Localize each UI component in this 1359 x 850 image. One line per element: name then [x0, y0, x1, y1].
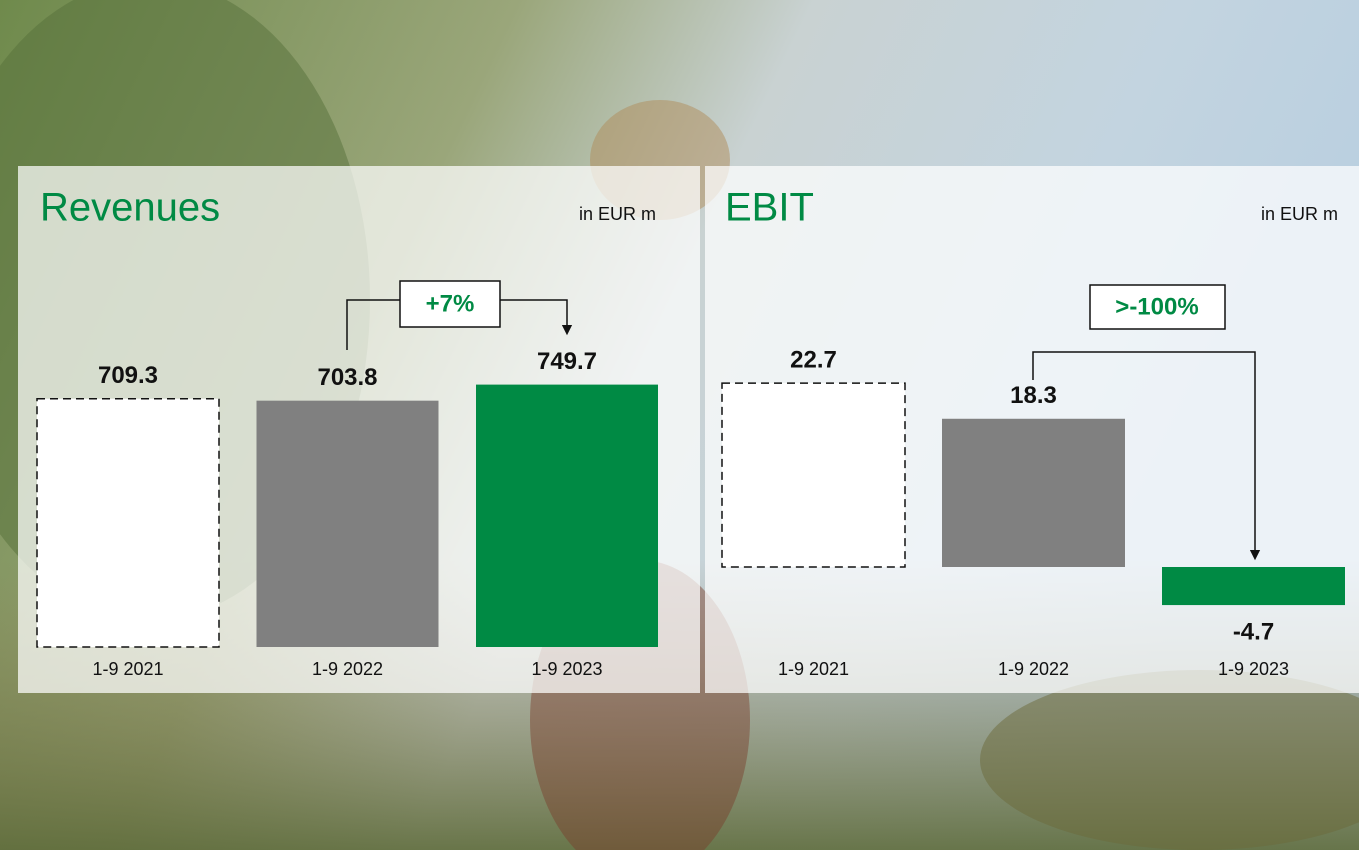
unit-label: in EUR m	[1261, 204, 1338, 224]
annotation: +7%	[426, 290, 475, 317]
annotation: >-100%	[1115, 293, 1198, 320]
bar	[1162, 567, 1345, 605]
value-label: 18.3	[1010, 382, 1057, 409]
chart-title: Revenues	[40, 186, 220, 230]
x-tick-label: 1-9 2022	[998, 659, 1069, 679]
x-tick-label: 1-9 2021	[92, 659, 163, 679]
x-tick-label: 1-9 2022	[312, 659, 383, 679]
value-label: 749.7	[537, 348, 597, 375]
x-tick-label: 1-9 2023	[531, 659, 602, 679]
bar	[476, 385, 658, 647]
bar	[37, 399, 219, 647]
bar	[942, 419, 1125, 567]
bar	[722, 383, 905, 567]
x-tick-label: 1-9 2021	[778, 659, 849, 679]
x-tick-label: 1-9 2023	[1218, 659, 1289, 679]
chart-title: EBIT	[725, 186, 814, 230]
value-label: -4.7	[1233, 618, 1274, 645]
value-label: 703.8	[317, 364, 377, 391]
value-label: 709.3	[98, 362, 158, 389]
page: Revenues in EUR m EBIT in EUR m +7% >-10…	[0, 0, 1359, 850]
unit-label: in EUR m	[579, 204, 656, 224]
value-label: 22.7	[790, 346, 837, 373]
bar	[257, 401, 439, 647]
slide: Revenues in EUR m EBIT in EUR m +7% >-10…	[0, 0, 1359, 850]
